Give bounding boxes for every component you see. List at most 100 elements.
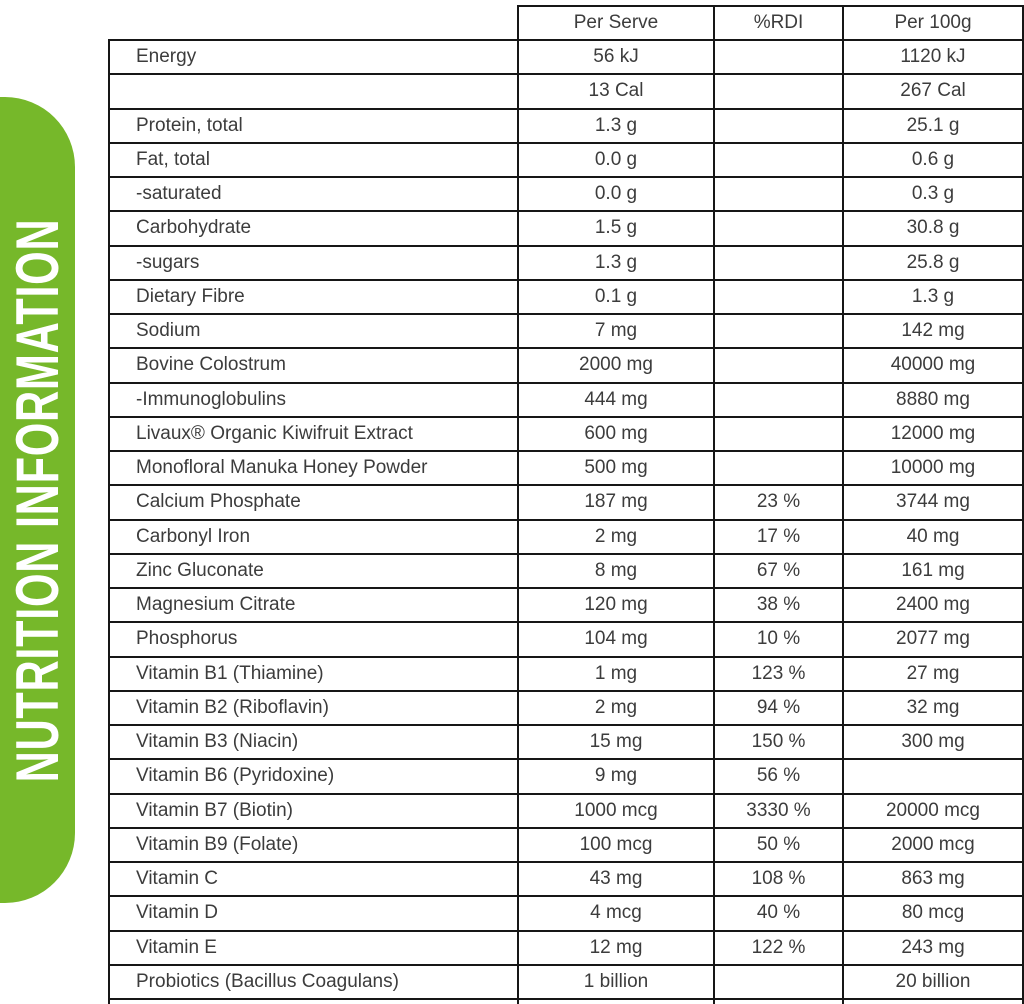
nutrient-label-cell: Monofloral Manuka Honey Powder <box>108 449 519 487</box>
per-100g-cell: 2000 mcg <box>842 826 1024 864</box>
per-serve-cell: 500 mg <box>517 449 715 487</box>
rdi-cell <box>713 210 844 247</box>
nutrient-label-cell <box>108 73 519 110</box>
nutrient-label-cell: Vitamin E <box>108 929 519 966</box>
table-row: Livaux® Organic Kiwifruit Extract 600 mg 1… <box>108 415 1024 453</box>
empty-cell <box>842 998 1024 1004</box>
rdi-cell: 50 % <box>713 826 844 864</box>
nutrient-label-cell: Dietary Fibre <box>108 278 519 316</box>
nutrient-label-cell: -Immunoglobulins <box>108 381 519 418</box>
nutrient-label-cell: Vitamin C <box>108 860 519 898</box>
per-100g-cell: 40 mg <box>842 518 1024 555</box>
empty-cell <box>517 998 715 1004</box>
per-serve-cell: 1.3 g <box>517 244 715 281</box>
per-100g-cell: 25.8 g <box>842 244 1024 281</box>
nutrient-label-cell: -sugars <box>108 244 519 281</box>
rdi-cell: 56 % <box>713 758 844 795</box>
rdi-cell <box>713 415 844 453</box>
nutrient-label-cell: Zinc Gluconate <box>108 552 519 590</box>
rdi-cell <box>713 963 844 1001</box>
header-per-serve: Per Serve <box>517 5 715 41</box>
header-row: Per Serve %RDI Per 100g <box>109 5 1024 41</box>
per-serve-cell: 0.0 g <box>517 175 715 213</box>
per-100g-cell: 80 mcg <box>842 895 1024 932</box>
table-row: Dietary Fibre 0.1 g 1.3 g <box>108 278 1024 316</box>
rdi-cell: 67 % <box>713 552 844 590</box>
rdi-cell: 123 % <box>713 655 844 692</box>
per-serve-cell: 1.3 g <box>517 107 715 144</box>
nutrient-label-cell: Bovine Colostrum <box>108 347 519 384</box>
nutrition-table: Per Serve %RDI Per 100g Energy 56 kJ 1120 … <box>108 5 1024 1004</box>
per-serve-cell: 600 mg <box>517 415 715 453</box>
rdi-cell: 150 % <box>713 723 844 761</box>
rdi-cell: 17 % <box>713 518 844 555</box>
per-serve-cell: 0.0 g <box>517 141 715 179</box>
rdi-cell <box>713 38 844 76</box>
banner-title: NUTRITION INFORMATION <box>4 218 72 782</box>
nutrient-label-cell: Vitamin D <box>108 895 519 932</box>
table-row: Vitamin B9 (Folate) 100 mcg 50 % 2000 mcg <box>108 826 1024 864</box>
table-row: 13 Cal 267 Cal <box>108 73 1024 110</box>
table-row: Magnesium Citrate 120 mg 38 % 2400 mg <box>108 586 1024 624</box>
per-100g-cell: 161 mg <box>842 552 1024 590</box>
per-serve-cell: 0.1 g <box>517 278 715 316</box>
per-100g-cell: 40000 mg <box>842 347 1024 384</box>
table-row: Protein, total 1.3 g 25.1 g <box>108 107 1024 144</box>
table-row: Probiotics (Bacillus Coagulans) 1 billion… <box>108 963 1024 1001</box>
per-100g-cell: 10000 mg <box>842 449 1024 487</box>
per-serve-cell: 1 billion <box>517 963 715 1001</box>
table-row: Vitamin B2 (Riboflavin) 2 mg 94 % 32 mg <box>108 689 1024 727</box>
per-100g-cell: 25.1 g <box>842 107 1024 144</box>
per-100g-cell: 243 mg <box>842 929 1024 966</box>
nutrition-information-banner: NUTRITION INFORMATION <box>0 97 75 903</box>
per-100g-cell: 30.8 g <box>842 210 1024 247</box>
table-row: Vitamin B7 (Biotin) 1000 mcg 3330 % 20000 m… <box>108 792 1024 829</box>
table-row: Vitamin B1 (Thiamine) 1 mg 123 % 27 mg <box>108 655 1024 692</box>
table-row: Monofloral Manuka Honey Powder 500 mg 1000… <box>108 449 1024 487</box>
nutrient-label-cell: Calcium Phosphate <box>108 484 519 521</box>
per-serve-cell: 7 mg <box>517 312 715 350</box>
nutrient-label-cell: Vitamin B1 (Thiamine) <box>108 655 519 692</box>
table-row: Carbonyl Iron 2 mg 17 % 40 mg <box>108 518 1024 555</box>
rdi-cell <box>713 107 844 144</box>
per-serve-cell: 2 mg <box>517 689 715 727</box>
nutrient-label-cell: Probiotics (Bacillus Coagulans) <box>108 963 519 1001</box>
table-row: Vitamin B3 (Niacin) 15 mg 150 % 300 mg <box>108 723 1024 761</box>
per-100g-cell: 3744 mg <box>842 484 1024 521</box>
per-serve-cell: 1.5 g <box>517 210 715 247</box>
nutrient-label-cell: Carbohydrate <box>108 210 519 247</box>
per-serve-cell: 1000 mcg <box>517 792 715 829</box>
per-serve-cell: 4 mcg <box>517 895 715 932</box>
rdi-cell: 10 % <box>713 621 844 658</box>
rdi-cell: 3330 % <box>713 792 844 829</box>
nutrient-label-cell: Protein, total <box>108 107 519 144</box>
table-row: Fat, total 0.0 g 0.6 g <box>108 141 1024 179</box>
rdi-cell <box>713 141 844 179</box>
table-row: -sugars 1.3 g 25.8 g <box>108 244 1024 281</box>
per-serve-cell: 15 mg <box>517 723 715 761</box>
rdi-cell: 38 % <box>713 586 844 624</box>
rdi-cell <box>713 175 844 213</box>
table-row: -saturated 0.0 g 0.3 g <box>108 175 1024 213</box>
per-serve-cell: 8 mg <box>517 552 715 590</box>
per-100g-cell: 12000 mg <box>842 415 1024 453</box>
per-100g-cell: 0.6 g <box>842 141 1024 179</box>
nutrient-label-cell: Phosphorus <box>108 621 519 658</box>
rdi-cell: 108 % <box>713 860 844 898</box>
table-row: Bovine Colostrum 2000 mg 40000 mg <box>108 347 1024 384</box>
partial-bottom-row <box>108 998 1024 1004</box>
per-serve-cell: 104 mg <box>517 621 715 658</box>
nutrient-label-cell: Fat, total <box>108 141 519 179</box>
nutrient-label-cell: Vitamin B3 (Niacin) <box>108 723 519 761</box>
rdi-cell: 40 % <box>713 895 844 932</box>
nutrient-label-cell: -saturated <box>108 175 519 213</box>
nutrient-label-cell: Sodium <box>108 312 519 350</box>
nutrient-label-cell: Energy <box>108 38 519 76</box>
header-per-100g: Per 100g <box>842 5 1024 41</box>
rdi-cell <box>713 244 844 281</box>
per-100g-cell: 142 mg <box>842 312 1024 350</box>
per-100g-cell: 2077 mg <box>842 621 1024 658</box>
per-100g-cell: 300 mg <box>842 723 1024 761</box>
